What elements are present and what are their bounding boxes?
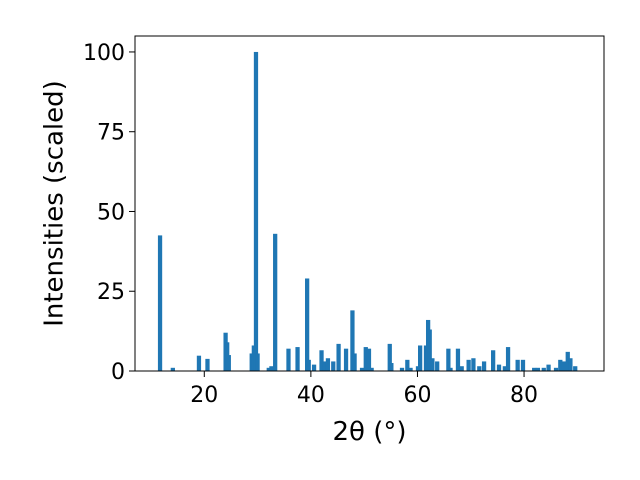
bar	[325, 358, 331, 371]
bar	[520, 359, 526, 371]
bar	[455, 348, 461, 371]
bar	[253, 51, 259, 371]
y-tick-label: 75	[97, 121, 125, 146]
y-axis-ticks: 0 25 50 75 100	[83, 41, 135, 385]
bar	[366, 348, 372, 371]
x-tick-label: 40	[297, 383, 325, 408]
bar	[269, 366, 274, 371]
bar	[446, 348, 451, 371]
bar	[459, 366, 464, 371]
bar	[471, 358, 476, 371]
bar	[477, 366, 482, 371]
bar	[502, 366, 507, 371]
bar	[369, 367, 374, 371]
bar	[305, 278, 310, 371]
bar	[157, 235, 163, 371]
bar	[350, 310, 355, 371]
x-axis-label: 2θ (°)	[332, 417, 406, 447]
bar	[448, 367, 453, 371]
bars-group	[157, 51, 578, 371]
bar	[306, 359, 311, 371]
bar	[343, 348, 349, 371]
y-tick-label: 50	[97, 200, 125, 225]
bar	[405, 359, 410, 371]
bar	[427, 329, 432, 371]
bar	[565, 351, 570, 371]
bar	[319, 350, 324, 371]
x-axis-ticks: 20 40 60 80	[190, 371, 538, 408]
bar	[430, 358, 435, 371]
x-tick-label: 20	[190, 383, 218, 408]
bar	[387, 343, 392, 371]
bar	[389, 363, 394, 371]
bar	[568, 358, 573, 371]
bar	[286, 348, 291, 371]
bar	[535, 367, 541, 371]
bar	[196, 355, 202, 371]
bar	[408, 367, 413, 371]
bar	[481, 361, 487, 371]
bar	[553, 367, 559, 371]
bar	[496, 364, 502, 371]
bar	[532, 367, 537, 371]
y-axis-label: Intensities (scaled)	[40, 80, 70, 327]
bar	[363, 347, 368, 371]
bar	[170, 367, 175, 371]
bar	[505, 347, 511, 371]
bar	[435, 361, 440, 371]
bar	[336, 343, 341, 371]
bar	[573, 366, 578, 371]
bar	[418, 345, 423, 371]
bar	[515, 359, 520, 371]
y-tick-label: 0	[111, 360, 125, 385]
bar	[322, 361, 327, 371]
bar	[331, 361, 336, 371]
plot-frame	[134, 35, 605, 372]
y-tick-label: 100	[83, 41, 125, 66]
bar	[352, 353, 357, 371]
bar	[399, 367, 405, 371]
bar	[546, 364, 551, 371]
bar	[266, 367, 271, 371]
bar	[226, 355, 231, 371]
bar	[541, 367, 546, 371]
bar	[491, 350, 496, 371]
bar	[273, 233, 278, 371]
bar	[255, 353, 260, 371]
y-tick-label: 25	[97, 280, 125, 305]
x-tick-label: 80	[510, 383, 538, 408]
bar	[558, 359, 563, 371]
bar	[466, 359, 471, 371]
x-tick-label: 60	[403, 383, 431, 408]
bar	[359, 367, 365, 371]
bar	[295, 347, 300, 371]
bar	[205, 358, 210, 371]
bar	[311, 364, 317, 371]
bar	[561, 361, 567, 371]
